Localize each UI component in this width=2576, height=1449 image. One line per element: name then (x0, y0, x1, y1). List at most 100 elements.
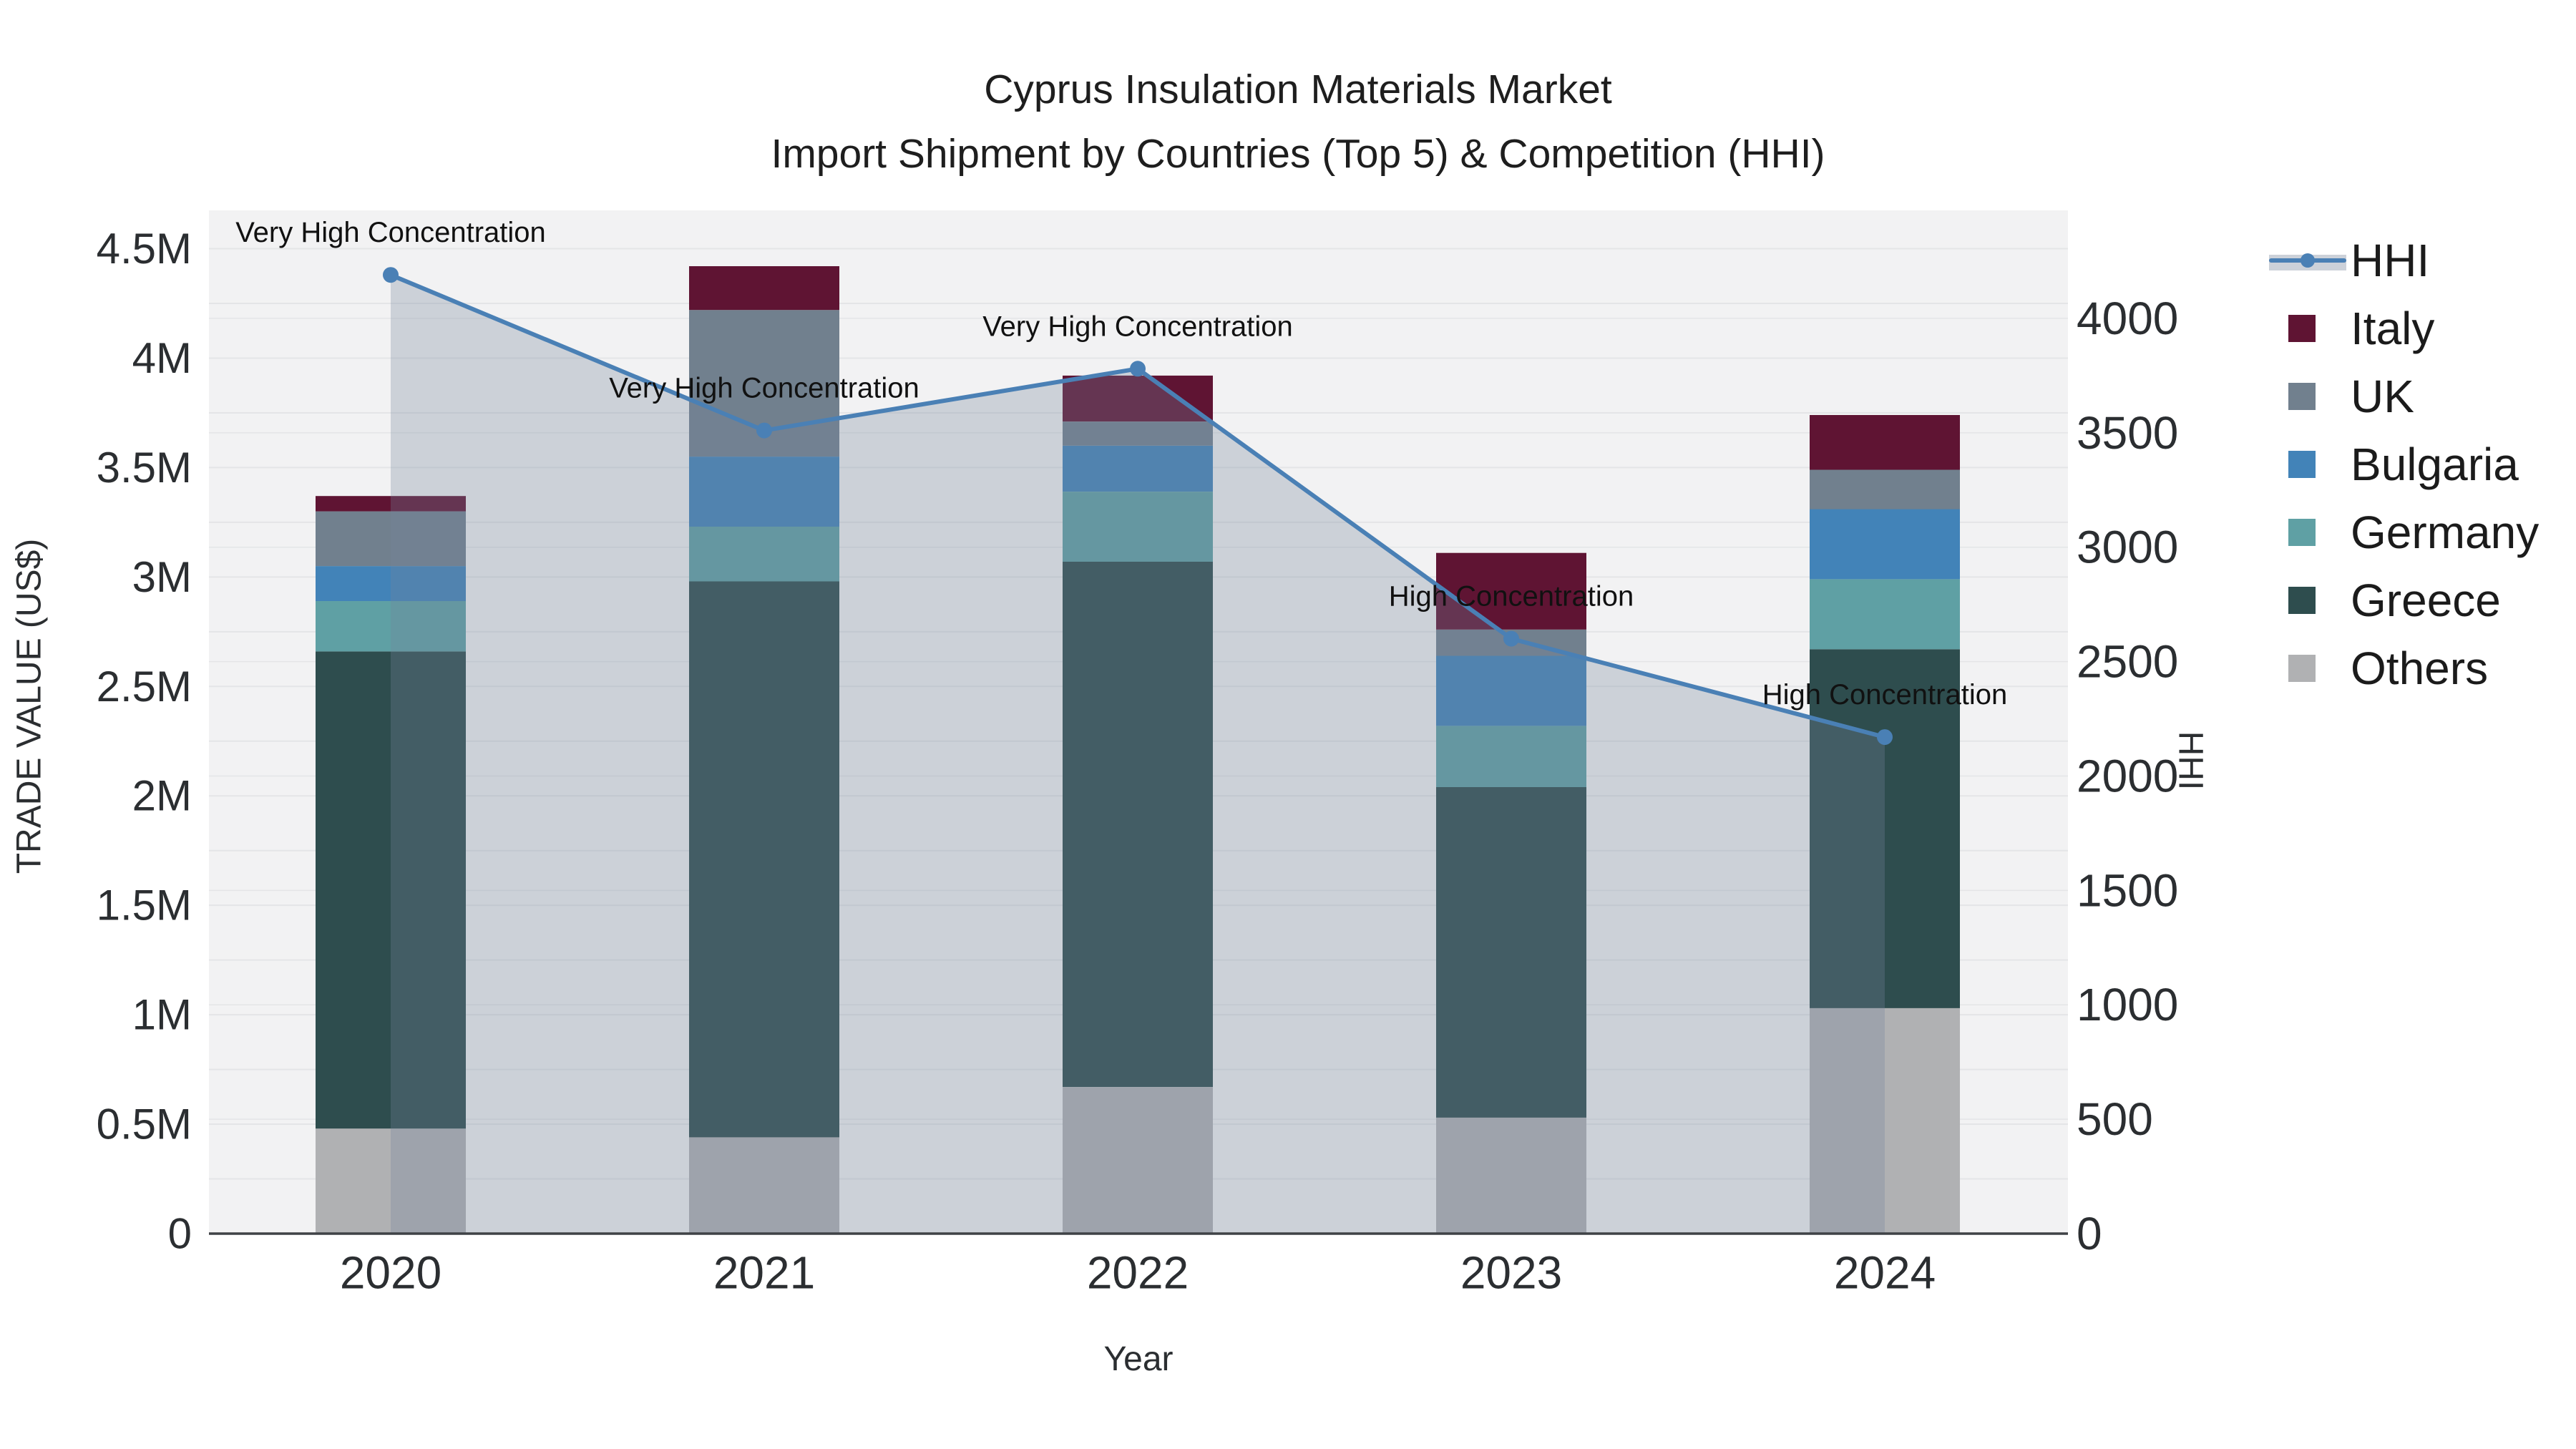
bar-segment-greece-2020[interactable] (316, 651, 466, 1129)
bar-segment-bulgaria-2023[interactable] (1436, 655, 1586, 726)
y-axis-title-left: TRADE VALUE (US$) (10, 538, 49, 874)
annotation-2021: Very High Concentration (609, 373, 919, 404)
y-right-tick-2000: 2000 (2077, 751, 2178, 802)
hhi-marker-2023[interactable] (1503, 630, 1519, 647)
hhi-marker-2021[interactable] (756, 422, 772, 439)
chart-title: Cyprus Insulation Materials Market Impor… (771, 57, 1825, 186)
legend-label-uk: UK (2351, 370, 2414, 422)
legend-label-italy: Italy (2351, 302, 2435, 354)
x-tick-2021: 2021 (713, 1246, 815, 1298)
annotation-2023: High Concentration (1389, 581, 1634, 613)
legend-label-hhi: HHI (2351, 234, 2430, 286)
others-color-swatch (2288, 654, 2316, 682)
bar-segment-uk-2024[interactable] (1810, 469, 1960, 509)
bar-segment-germany-2020[interactable] (316, 601, 466, 652)
x-tick-2023: 2023 (1460, 1246, 1562, 1298)
uk-legend-swatch (2269, 379, 2346, 414)
y-left-tick-0: 0 (168, 1210, 192, 1258)
hhi-marker-2020[interactable] (383, 267, 399, 283)
legend-item-hhi[interactable]: HHI (2269, 226, 2539, 294)
bar-segment-italy-2024[interactable] (1810, 415, 1960, 470)
bar-segment-greece-2021[interactable] (689, 581, 839, 1138)
bar-segment-others-2023[interactable] (1436, 1117, 1586, 1234)
bar-segment-italy-2021[interactable] (689, 266, 839, 311)
hhi-marker-swatch (2301, 253, 2315, 268)
others-legend-swatch (2269, 651, 2346, 686)
chart-title-line1: Cyprus Insulation Materials Market (984, 67, 1612, 112)
annotation-2024: High Concentration (1762, 679, 2007, 711)
greece-legend-swatch (2269, 583, 2346, 618)
bar-segment-bulgaria-2021[interactable] (689, 457, 839, 527)
legend-label-others: Others (2351, 642, 2489, 694)
annotation-2022: Very High Concentration (982, 311, 1293, 342)
legend-item-greece[interactable]: Greece (2269, 566, 2539, 634)
y-left-tick-3.5M: 3.5M (97, 444, 192, 492)
annotation-2020: Very High Concentration (235, 217, 546, 248)
bar-segment-germany-2023[interactable] (1436, 726, 1586, 787)
y-left-tick-2M: 2M (132, 772, 192, 820)
legend-item-uk[interactable]: UK (2269, 362, 2539, 430)
bar-segment-greece-2024[interactable] (1810, 649, 1960, 1008)
y-right-tick-4000: 4000 (2077, 293, 2178, 344)
italy-legend-swatch (2269, 311, 2346, 346)
y-right-tick-3000: 3000 (2077, 522, 2178, 573)
x-tick-2020: 2020 (340, 1246, 441, 1298)
bar-segment-italy-2023[interactable] (1436, 552, 1586, 630)
legend-item-bulgaria[interactable]: Bulgaria (2269, 430, 2539, 498)
y-left-tick-3M: 3M (132, 553, 192, 601)
bar-segment-others-2022[interactable] (1063, 1087, 1213, 1234)
bar-segment-uk-2020[interactable] (316, 511, 466, 567)
bar-segment-others-2024[interactable] (1810, 1008, 1960, 1234)
y-left-tick-4.5M: 4.5M (97, 225, 192, 273)
legend-item-germany[interactable]: Germany (2269, 498, 2539, 566)
bulgaria-color-swatch (2288, 450, 2316, 478)
legend-item-italy[interactable]: Italy (2269, 294, 2539, 362)
x-tick-2022: 2022 (1087, 1246, 1189, 1298)
y-left-tick-2.5M: 2.5M (97, 663, 192, 711)
bar-segment-others-2020[interactable] (316, 1128, 466, 1234)
x-axis-title: Year (1103, 1340, 1174, 1378)
chart-title-line2: Import Shipment by Countries (Top 5) & C… (771, 131, 1825, 177)
greece-color-swatch (2288, 586, 2316, 614)
germany-color-swatch (2288, 518, 2316, 546)
bar-segment-bulgaria-2022[interactable] (1063, 445, 1213, 492)
italy-color-swatch (2288, 314, 2316, 342)
legend-label-germany: Germany (2351, 506, 2540, 558)
legend: HHI Italy UK Bulgaria (2269, 226, 2539, 702)
bar-segment-germany-2024[interactable] (1810, 579, 1960, 650)
bar-segment-germany-2021[interactable] (689, 527, 839, 582)
bar-segment-others-2021[interactable] (689, 1137, 839, 1234)
legend-label-bulgaria: Bulgaria (2351, 438, 2519, 490)
bar-segment-bulgaria-2020[interactable] (316, 566, 466, 601)
y-right-tick-0: 0 (2077, 1208, 2102, 1259)
bulgaria-legend-swatch (2269, 447, 2346, 482)
hhi-area[interactable] (391, 275, 1885, 1234)
bar-segment-bulgaria-2024[interactable] (1810, 509, 1960, 580)
y-right-tick-1500: 1500 (2077, 864, 2178, 916)
bar-segment-greece-2022[interactable] (1063, 561, 1213, 1087)
hhi-legend-swatch (2269, 243, 2346, 278)
bar-segment-uk-2022[interactable] (1063, 421, 1213, 446)
x-tick-2024: 2024 (1834, 1246, 1936, 1298)
y-left-tick-4M: 4M (132, 334, 192, 382)
bar-segment-greece-2023[interactable] (1436, 787, 1586, 1118)
hhi-marker-2022[interactable] (1130, 361, 1146, 377)
y-left-tick-1M: 1M (132, 991, 192, 1039)
y-right-tick-3500: 3500 (2077, 407, 2178, 459)
bar-segment-italy-2022[interactable] (1063, 375, 1213, 422)
y-left-tick-1.5M: 1.5M (97, 882, 192, 930)
y-axis-title-right: HHI (2171, 731, 2210, 791)
germany-legend-swatch (2269, 515, 2346, 550)
legend-label-greece: Greece (2351, 574, 2501, 626)
bar-segment-italy-2020[interactable] (316, 496, 466, 512)
bar-segment-germany-2022[interactable] (1063, 492, 1213, 562)
uk-color-swatch (2288, 382, 2316, 410)
y-left-tick-0.5M: 0.5M (97, 1101, 192, 1148)
hhi-marker-2024[interactable] (1877, 729, 1893, 746)
y-right-tick-1000: 1000 (2077, 979, 2178, 1030)
legend-item-others[interactable]: Others (2269, 634, 2539, 702)
y-right-tick-500: 500 (2077, 1093, 2153, 1145)
y-right-tick-2500: 2500 (2077, 636, 2178, 688)
